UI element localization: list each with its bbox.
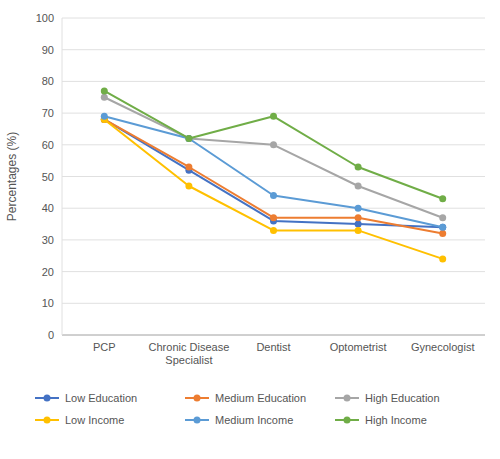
- series-line: [104, 97, 442, 217]
- point: [355, 205, 362, 212]
- point: [439, 255, 446, 262]
- y-tick-label: 80: [42, 75, 54, 87]
- series-line: [104, 116, 442, 227]
- y-tick-label: 30: [42, 234, 54, 246]
- x-tick-label: Dentist: [256, 341, 290, 353]
- x-axis-line: [62, 335, 485, 336]
- grid-line: [62, 271, 485, 272]
- point: [101, 94, 108, 101]
- x-tick-label-line: Gynecologist: [411, 341, 475, 353]
- point: [101, 87, 108, 94]
- y-tick-label: 50: [42, 171, 54, 183]
- legend-label: Low Income: [65, 414, 124, 426]
- grid-line: [62, 18, 485, 19]
- grid-line: [62, 208, 485, 209]
- legend-marker: [194, 417, 201, 424]
- plot-area: [101, 87, 446, 262]
- legend-marker: [344, 395, 351, 402]
- chart: 0 10 20 30 40 50 60 70 80 90 100 PCP Chronic Disease…: [0, 0, 500, 459]
- point: [439, 195, 446, 202]
- legend-marker: [44, 417, 51, 424]
- grid-line: [62, 239, 485, 240]
- point: [439, 224, 446, 231]
- x-tick-label-line: Optometrist: [330, 341, 387, 353]
- point: [185, 135, 192, 142]
- grid-line: [62, 176, 485, 177]
- x-tick-label: Chronic DiseaseSpecialist: [149, 341, 230, 366]
- legend-label: Medium Education: [215, 392, 306, 404]
- point: [185, 183, 192, 190]
- legend-label: High Education: [365, 392, 440, 404]
- y-axis-line: [62, 18, 63, 335]
- x-tick-label: PCP: [93, 341, 116, 353]
- x-tick-label: Optometrist: [330, 341, 387, 353]
- legend: Low Education Medium Education High Educat…: [35, 392, 440, 426]
- point: [185, 135, 192, 142]
- point: [355, 221, 362, 228]
- y-tick-label: 100: [36, 12, 54, 24]
- y-tick-label: 40: [42, 202, 54, 214]
- point: [355, 183, 362, 190]
- grid-line: [62, 335, 485, 336]
- y-tick-label: 20: [42, 266, 54, 278]
- point: [439, 224, 446, 231]
- y-tick-label: 60: [42, 139, 54, 151]
- legend-marker: [344, 417, 351, 424]
- point: [270, 192, 277, 199]
- point: [439, 214, 446, 221]
- point: [185, 135, 192, 142]
- point: [270, 214, 277, 221]
- point: [185, 163, 192, 170]
- point: [355, 163, 362, 170]
- grid-line: [62, 49, 485, 50]
- x-tick-label-line: Dentist: [256, 341, 290, 353]
- legend-marker: [194, 395, 201, 402]
- y-tick-label: 70: [42, 107, 54, 119]
- grid-line: [62, 81, 485, 82]
- series-line: [104, 119, 442, 227]
- y-axis-label: Percentages (%): [5, 132, 19, 221]
- point: [270, 141, 277, 148]
- point: [355, 227, 362, 234]
- point: [355, 214, 362, 221]
- x-tick-label-line: Specialist: [165, 354, 212, 366]
- y-tick-label: 90: [42, 44, 54, 56]
- x-tick-label-line: Chronic Disease: [149, 341, 230, 353]
- grid: [62, 18, 485, 335]
- point: [101, 113, 108, 120]
- legend-marker: [44, 395, 51, 402]
- legend-label: Low Education: [65, 392, 137, 404]
- point: [439, 230, 446, 237]
- x-tick-label-line: PCP: [93, 341, 116, 353]
- series-line: [104, 91, 442, 199]
- legend-label: High Income: [365, 414, 427, 426]
- legend-label: Medium Income: [215, 414, 293, 426]
- point: [270, 227, 277, 234]
- y-tick-label: 0: [48, 329, 54, 341]
- x-tick-label: Gynecologist: [411, 341, 475, 353]
- grid-line: [62, 303, 485, 304]
- y-tick-label: 10: [42, 297, 54, 309]
- point: [270, 113, 277, 120]
- series-line: [104, 119, 442, 258]
